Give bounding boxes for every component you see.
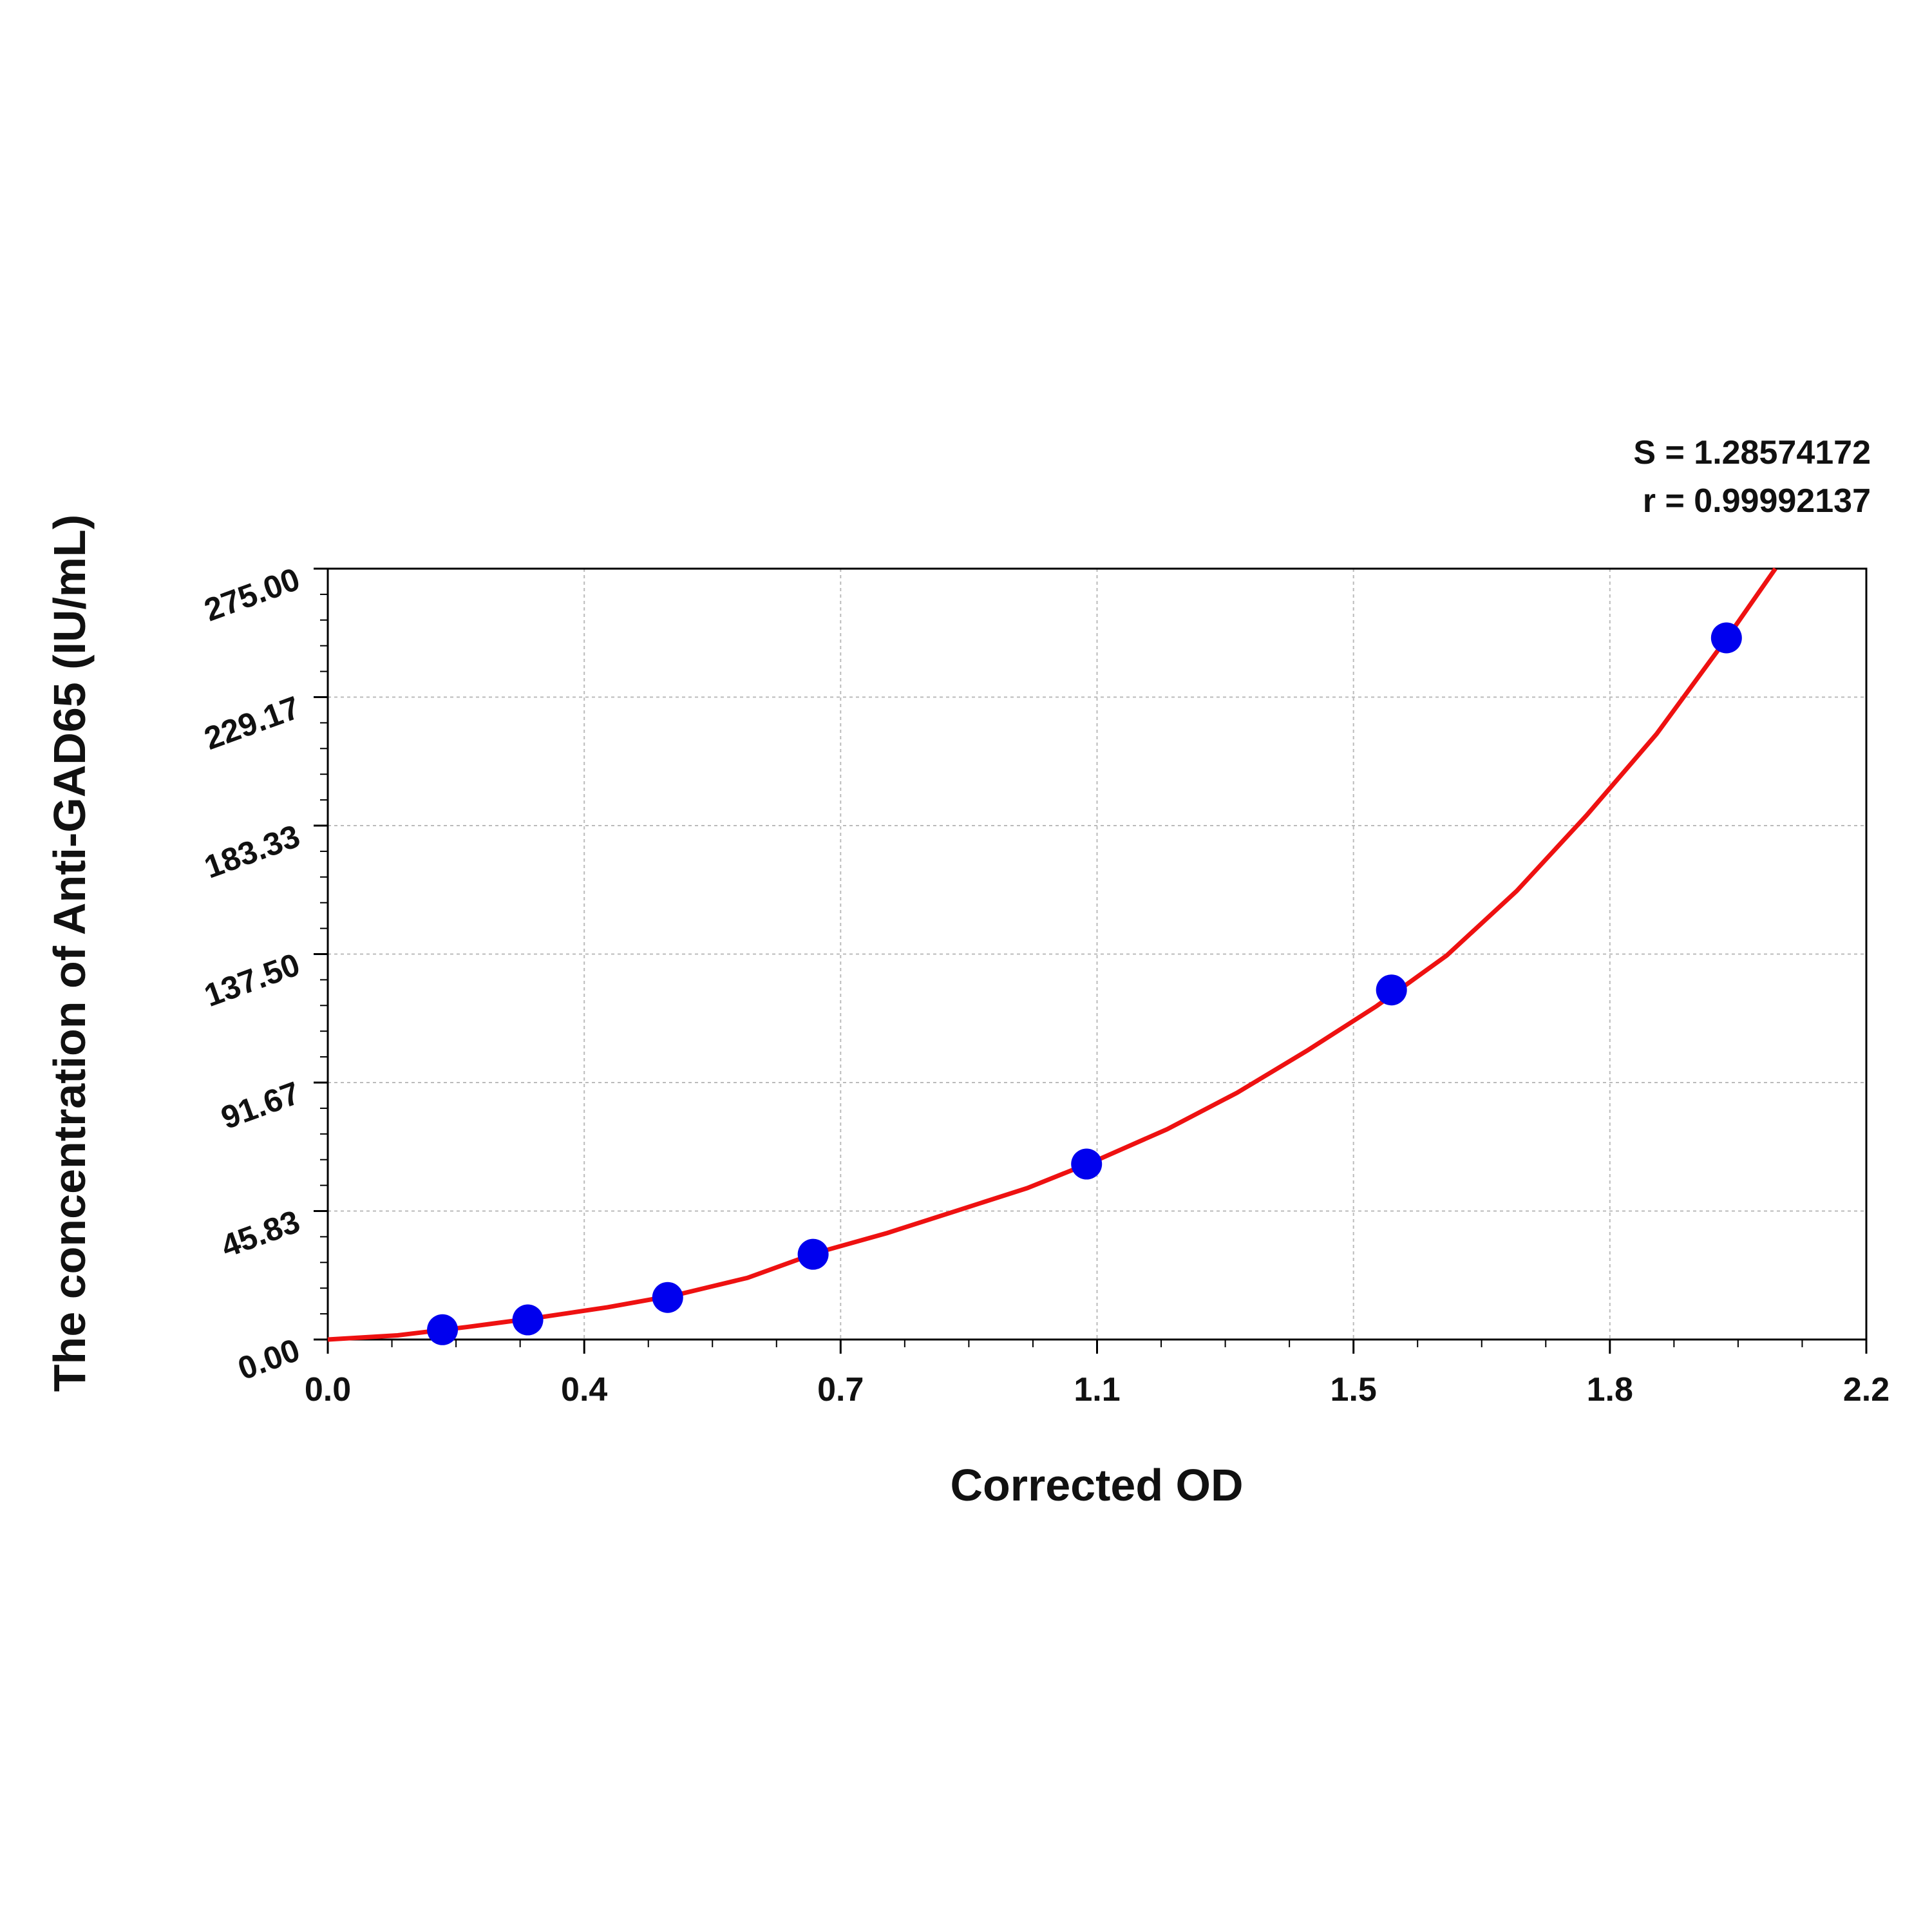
x-tick-label: 0.7	[817, 1371, 864, 1408]
annotation: S = 1.28574172	[1633, 434, 1871, 471]
x-tick-label: 0.4	[561, 1371, 607, 1408]
y-tick-label: 229.17	[200, 689, 305, 757]
y-tick-label: 91.67	[216, 1075, 305, 1136]
data-point	[797, 1238, 829, 1270]
x-tick-label: 1.1	[1074, 1371, 1120, 1408]
x-tick-label: 0.0	[305, 1371, 351, 1408]
annotation: r = 0.99992137	[1643, 482, 1871, 520]
data-point	[1376, 974, 1407, 1006]
data-point	[512, 1304, 544, 1336]
x-tick-label: 1.5	[1331, 1371, 1377, 1408]
data-point	[1710, 622, 1742, 654]
x-axis-title: Corrected OD	[950, 1460, 1243, 1510]
x-tick-label: 1.8	[1587, 1371, 1633, 1408]
y-tick-label: 0.00	[233, 1332, 305, 1387]
fit-curve	[327, 567, 1777, 1342]
x-tick-label: 2.2	[1843, 1371, 1889, 1408]
y-tick-label: 183.33	[200, 818, 305, 886]
data-point	[427, 1314, 459, 1345]
y-tick-label: 275.00	[200, 561, 305, 629]
plot-frame	[327, 567, 1868, 1341]
y-tick-label: 137.50	[200, 946, 305, 1014]
data-point	[1071, 1148, 1103, 1180]
y-axis-title: The concentration of Anti-GAD65 (IU/mL)	[44, 515, 95, 1392]
data-point	[652, 1282, 683, 1313]
y-tick-label: 45.83	[216, 1203, 305, 1264]
